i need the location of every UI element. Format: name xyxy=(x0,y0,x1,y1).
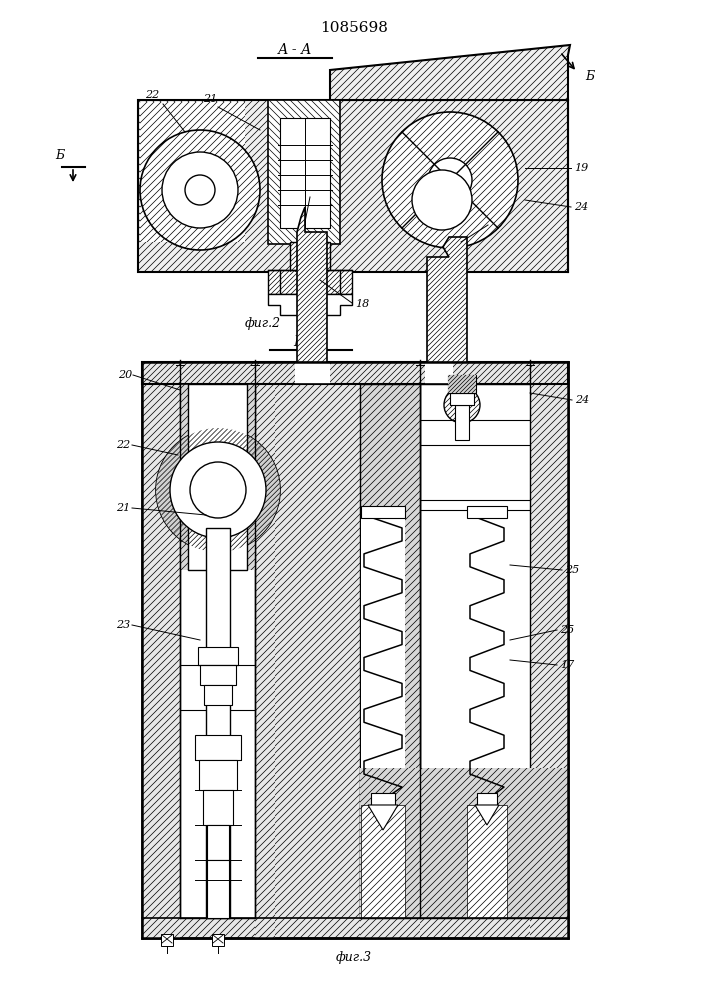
Bar xyxy=(207,860,229,918)
Bar xyxy=(207,825,229,860)
Bar xyxy=(420,384,530,918)
Bar xyxy=(204,685,232,705)
Bar xyxy=(188,384,247,570)
Bar xyxy=(455,405,469,440)
Polygon shape xyxy=(475,805,499,825)
Polygon shape xyxy=(268,294,352,315)
Circle shape xyxy=(412,170,472,230)
Text: 20: 20 xyxy=(118,370,132,380)
Polygon shape xyxy=(138,100,568,272)
Bar xyxy=(467,805,507,918)
Polygon shape xyxy=(290,242,330,272)
Bar xyxy=(360,805,568,918)
Text: 23: 23 xyxy=(116,620,130,630)
Bar xyxy=(199,760,237,790)
Polygon shape xyxy=(360,384,420,918)
Text: Б: Б xyxy=(585,70,594,83)
Polygon shape xyxy=(180,384,255,570)
Text: 18: 18 xyxy=(355,299,369,309)
Circle shape xyxy=(382,112,518,248)
Text: 18: 18 xyxy=(296,189,310,199)
Bar xyxy=(203,790,233,825)
Bar xyxy=(371,793,395,805)
Polygon shape xyxy=(156,428,262,534)
Text: 21: 21 xyxy=(116,503,130,513)
Bar xyxy=(180,362,255,918)
Polygon shape xyxy=(142,362,568,384)
Text: 22: 22 xyxy=(145,90,159,100)
Circle shape xyxy=(444,387,480,423)
Text: А - А: А - А xyxy=(278,43,312,57)
Text: 25: 25 xyxy=(565,565,579,575)
Circle shape xyxy=(170,442,266,538)
Polygon shape xyxy=(330,45,570,100)
Polygon shape xyxy=(360,362,420,938)
Bar xyxy=(212,934,224,946)
Text: 22: 22 xyxy=(116,440,130,450)
Bar xyxy=(295,362,330,384)
Circle shape xyxy=(428,158,472,202)
Polygon shape xyxy=(360,768,568,918)
Polygon shape xyxy=(140,102,245,242)
Bar xyxy=(448,375,476,393)
Polygon shape xyxy=(368,805,398,830)
Circle shape xyxy=(140,130,260,250)
Polygon shape xyxy=(268,100,340,244)
Text: 21: 21 xyxy=(203,94,217,104)
Polygon shape xyxy=(255,362,275,938)
Bar xyxy=(467,510,507,805)
Circle shape xyxy=(190,462,246,518)
Text: фиг.2: фиг.2 xyxy=(245,318,281,330)
Text: 1085698: 1085698 xyxy=(320,21,388,35)
Circle shape xyxy=(162,152,238,228)
Bar xyxy=(195,735,241,760)
Text: К: К xyxy=(305,187,313,197)
Circle shape xyxy=(185,175,215,205)
Polygon shape xyxy=(427,237,467,362)
Polygon shape xyxy=(448,375,476,393)
Bar xyxy=(361,510,405,805)
Bar xyxy=(467,506,507,518)
Bar xyxy=(198,647,238,665)
Bar xyxy=(361,506,405,518)
Bar xyxy=(280,118,330,228)
Text: 24: 24 xyxy=(574,202,588,212)
Polygon shape xyxy=(530,362,568,938)
Text: 19: 19 xyxy=(574,163,588,173)
Text: Б - Б: Б - Б xyxy=(293,335,327,349)
Bar xyxy=(361,805,405,918)
Text: 17: 17 xyxy=(560,660,574,670)
Bar xyxy=(200,665,236,685)
Polygon shape xyxy=(174,446,280,552)
Polygon shape xyxy=(360,805,568,918)
Bar xyxy=(161,934,173,946)
Polygon shape xyxy=(142,362,180,938)
Polygon shape xyxy=(297,207,327,362)
Bar xyxy=(477,793,497,805)
Text: Б: Б xyxy=(55,149,64,162)
Polygon shape xyxy=(142,362,568,938)
Bar xyxy=(425,362,453,384)
Text: 25: 25 xyxy=(560,625,574,635)
Text: фиг.3: фиг.3 xyxy=(336,952,372,964)
Bar xyxy=(450,393,474,405)
Text: К: К xyxy=(474,217,483,227)
Circle shape xyxy=(156,428,280,552)
Text: 19: 19 xyxy=(489,219,503,229)
Text: 24: 24 xyxy=(575,395,589,405)
Polygon shape xyxy=(268,270,352,294)
Bar xyxy=(206,528,230,918)
